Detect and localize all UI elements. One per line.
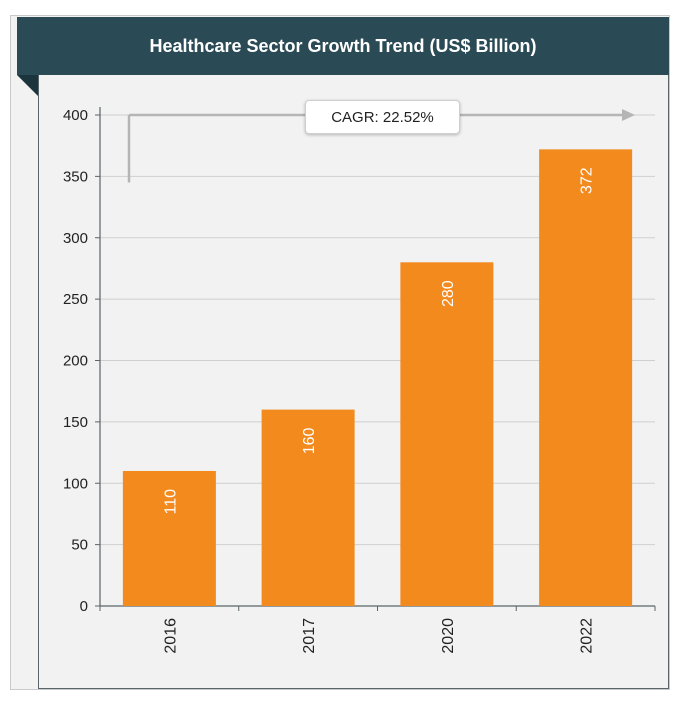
y-tick-label: 50 [71,537,88,554]
cagr-arrow-head [622,109,635,121]
bar [122,470,216,606]
title-fold [17,75,38,96]
bar-value-label: 280 [440,280,457,307]
chart-frame [38,75,669,689]
x-tick-label: 2020 [440,618,457,654]
chart-title: Healthcare Sector Growth Trend (US$ Bill… [17,17,669,75]
bar [261,409,355,606]
y-tick-label: 400 [63,107,88,124]
y-tick-label: 0 [80,598,88,615]
y-tick-label: 350 [63,168,88,185]
y-tick-label: 100 [63,475,88,492]
bar [539,149,633,606]
y-tick-label: 250 [63,291,88,308]
bar-value-label: 160 [301,428,318,455]
y-tick-label: 150 [63,414,88,431]
y-tick-label: 200 [63,353,88,370]
bar [400,262,494,606]
x-tick-label: 2017 [301,618,318,654]
bar-value-label: 372 [579,167,596,194]
bar-value-label: 110 [162,489,179,515]
x-tick-label: 2022 [579,618,596,654]
cagr-annotation: CAGR: 22.52% [305,100,460,134]
y-tick-label: 300 [63,230,88,247]
x-tick-label: 2016 [162,618,179,654]
